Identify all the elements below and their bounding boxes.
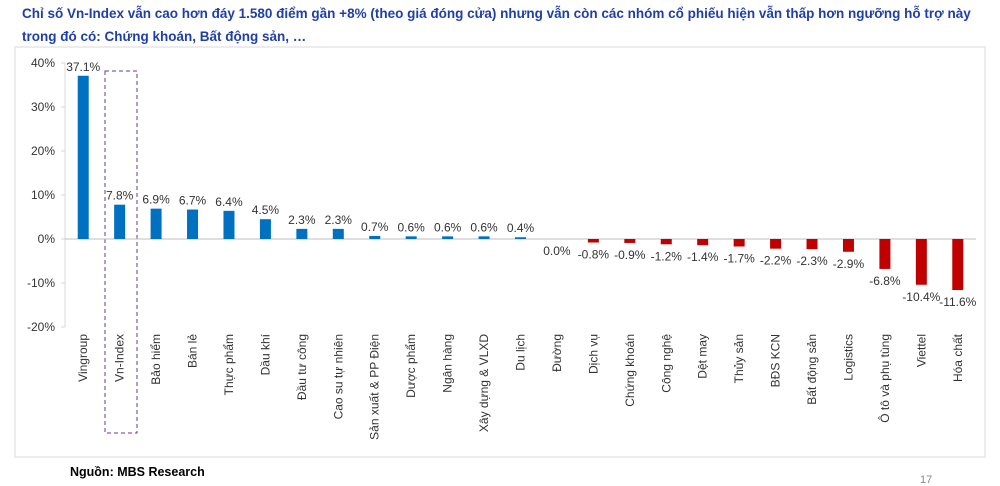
x-tick-label: Bất động sản bbox=[805, 334, 819, 405]
x-tick-label: Hóa chất bbox=[951, 333, 965, 382]
bar bbox=[697, 239, 709, 246]
chart-title: Chỉ số Vn-Index vẫn cao hơn đáy 1.580 đi… bbox=[22, 6, 971, 44]
x-tick-label: Đầu tư công bbox=[295, 334, 309, 400]
bar bbox=[114, 204, 126, 239]
x-tick-label: BĐS KCN bbox=[769, 334, 783, 387]
value-label: -0.8% bbox=[578, 248, 610, 262]
x-tick-label: Thủy sản bbox=[732, 334, 746, 383]
x-tick-label: Thực phẩm bbox=[222, 334, 236, 395]
value-label: 6.4% bbox=[215, 195, 243, 209]
source: Nguồn: MBS Research bbox=[70, 465, 205, 479]
bar bbox=[296, 228, 308, 239]
y-tick-label: 0% bbox=[38, 232, 56, 246]
bar bbox=[587, 239, 599, 243]
bar bbox=[369, 235, 381, 239]
value-label: -2.9% bbox=[833, 257, 865, 271]
highlight-box bbox=[104, 70, 138, 434]
bar bbox=[405, 236, 417, 239]
x-tick-label: Công nghệ bbox=[659, 334, 673, 393]
value-label: 7.8% bbox=[106, 189, 134, 203]
bar bbox=[770, 239, 782, 249]
bar bbox=[223, 210, 235, 239]
value-label: 0.6% bbox=[398, 220, 426, 234]
x-tick-label: Đường bbox=[550, 334, 564, 372]
value-label: 0.6% bbox=[434, 220, 462, 234]
x-tick-label: Logistics bbox=[841, 334, 855, 381]
value-label: 4.5% bbox=[252, 203, 280, 217]
bar bbox=[150, 208, 162, 239]
bar bbox=[806, 239, 818, 250]
value-label: -1.7% bbox=[723, 251, 755, 265]
bar bbox=[442, 236, 454, 239]
x-tick-label: Dầu khí bbox=[258, 333, 272, 375]
value-label: 0.6% bbox=[470, 220, 498, 234]
x-tick-label: Dược phẩm bbox=[404, 334, 418, 398]
y-tick-label: 10% bbox=[31, 188, 55, 202]
y-tick-label: 40% bbox=[31, 56, 55, 70]
x-tick-label: Bảo hiểm bbox=[149, 334, 163, 385]
value-label: -1.4% bbox=[687, 250, 719, 264]
value-label: 2.3% bbox=[288, 213, 316, 227]
bar bbox=[332, 228, 344, 239]
bar bbox=[842, 239, 854, 252]
page-number: 17 bbox=[920, 474, 933, 486]
x-tick-label: Cao su tự nhiên bbox=[331, 334, 345, 419]
x-tick-label: Vingroup bbox=[76, 334, 90, 382]
x-tick-label: Du lịch bbox=[514, 334, 528, 371]
value-label: 2.3% bbox=[325, 213, 353, 227]
x-tick-label: Dịch vụ bbox=[586, 334, 600, 374]
bar bbox=[187, 209, 199, 239]
chart-frame bbox=[14, 46, 986, 458]
x-tick-label: Ô tô và phụ tùng bbox=[877, 334, 892, 423]
bar bbox=[952, 239, 964, 291]
value-label: 0.4% bbox=[507, 221, 535, 235]
value-label: 0.7% bbox=[361, 220, 389, 234]
bar bbox=[624, 239, 636, 243]
x-tick-label: Ngân hàng bbox=[441, 334, 455, 393]
x-tick-label: Xây dựng & VLXD bbox=[477, 334, 491, 432]
bar bbox=[77, 75, 89, 239]
x-tick-label: Vn-Index bbox=[113, 334, 127, 382]
value-label: -2.2% bbox=[760, 254, 792, 268]
value-label: 37.1% bbox=[66, 60, 100, 74]
value-label: -1.2% bbox=[651, 249, 683, 263]
y-tick-label: -20% bbox=[27, 320, 55, 334]
x-tick-label: Dệt may bbox=[696, 334, 710, 379]
bar bbox=[515, 237, 526, 239]
bar bbox=[259, 219, 271, 239]
bar bbox=[733, 239, 745, 247]
bar bbox=[478, 236, 490, 239]
value-label: -11.6% bbox=[939, 295, 976, 309]
value-label: 6.7% bbox=[179, 194, 207, 208]
value-label: -2.3% bbox=[796, 254, 828, 268]
value-label: -6.8% bbox=[869, 274, 901, 288]
y-tick-label: 20% bbox=[31, 144, 55, 158]
value-label: -0.9% bbox=[614, 248, 646, 262]
x-tick-label: Bán lẻ bbox=[186, 334, 200, 368]
bar bbox=[660, 239, 672, 245]
value-label: 0.0% bbox=[543, 244, 571, 258]
value-label: -10.4% bbox=[902, 290, 940, 304]
bar bbox=[879, 239, 891, 269]
bar bbox=[915, 239, 927, 285]
y-tick-label: -10% bbox=[27, 276, 55, 290]
x-tick-label: Viettel bbox=[914, 334, 928, 367]
y-tick-label: 30% bbox=[31, 100, 55, 114]
x-tick-label: Chứng khoán bbox=[623, 334, 637, 407]
value-label: 6.9% bbox=[142, 193, 170, 207]
x-tick-label: Sản xuất & PP Điện bbox=[368, 334, 382, 440]
